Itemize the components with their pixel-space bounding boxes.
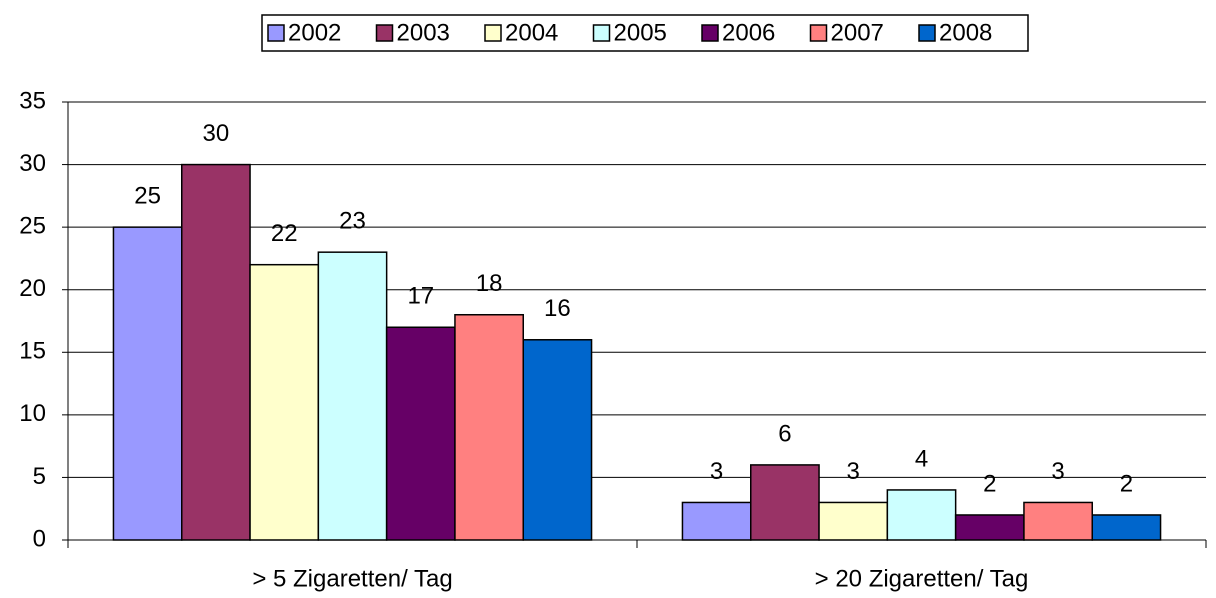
legend-label: 2006 [722,19,775,46]
legend-swatch [809,24,828,42]
legend-label: 2005 [614,19,667,46]
data-label: 23 [339,208,366,235]
y-tick-label: 0 [33,525,46,552]
bar [1023,501,1094,541]
y-tick-label: 30 [19,150,46,177]
y-tick-label: 20 [19,275,46,302]
y-tick-label: 5 [33,463,46,490]
bar [249,263,320,541]
bar [181,163,251,541]
legend-swatch [918,24,936,42]
legend-swatch [484,24,502,42]
data-label: 6 [778,420,791,447]
bar [954,514,1025,541]
x-tick-label: > 20 Zigaretten/ Tag [815,565,1029,592]
legend-swatch [375,24,394,42]
bar [681,501,752,541]
data-label: 17 [407,283,434,310]
x-tick-label: > 5 Zigaretten/ Tag [252,565,452,592]
legend-swatch [267,24,285,42]
legend-swatch [592,24,611,42]
bar [818,501,889,541]
bar [317,251,388,541]
data-label: 3 [847,458,860,485]
data-label: 4 [915,445,928,472]
bar [112,226,183,541]
bar [1091,514,1162,541]
legend-label: 2007 [831,19,884,46]
y-tick-label: 25 [19,212,46,239]
bar [886,489,957,541]
y-tick-label: 15 [19,338,46,365]
bar [385,326,456,541]
bar [750,464,820,541]
data-label: 22 [271,220,298,247]
data-label: 2 [983,470,996,497]
y-tick-label: 35 [19,87,46,114]
data-label: 3 [710,458,723,485]
data-label: 16 [544,295,571,322]
legend-label: 2003 [397,19,450,46]
data-label: 3 [1051,458,1064,485]
data-label: 2 [1120,470,1133,497]
legend-swatch [701,24,719,42]
legend-label: 2002 [288,19,341,46]
data-label: 25 [134,182,161,209]
y-tick-label: 10 [19,400,46,427]
legend-label: 2004 [505,19,558,46]
bar [454,313,525,541]
data-label: 18 [476,270,503,297]
legend-label: 2008 [939,19,992,46]
data-label: 30 [203,120,230,147]
bar [522,339,593,541]
